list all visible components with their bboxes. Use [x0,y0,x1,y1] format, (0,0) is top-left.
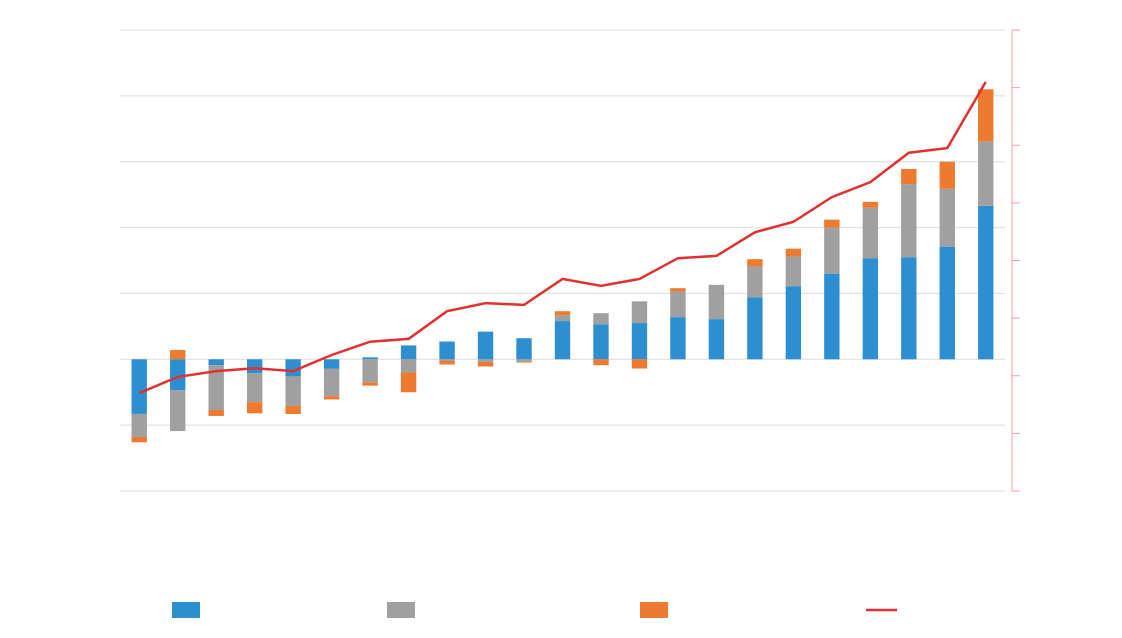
bar-segment [862,207,879,259]
bar-segment [824,273,840,360]
bar-segment [824,219,840,228]
bar-segment [170,350,186,360]
bar-segment [901,184,917,258]
bar-segment [631,359,648,369]
bar-segment [246,373,263,403]
bar-segment [477,361,494,367]
bar-segment [785,256,802,287]
bar-segment [747,259,763,267]
bar-segment [362,382,378,386]
bar-segment [439,360,455,365]
bar-segment [439,341,455,360]
legend-swatch [387,602,415,618]
bar-segment [631,323,648,360]
bar-segment [593,359,609,366]
bar-segment [747,297,763,360]
line-series [138,81,987,395]
bar-segment [477,359,494,362]
bar-segment [862,258,879,360]
bar-segment [670,317,686,360]
bar-segment [362,357,378,360]
bar-segment [670,288,686,292]
bar-segment [593,324,609,360]
bar-segment [400,345,417,360]
bar-segment [593,313,609,325]
bar-segment [708,319,725,360]
bar-segment [208,365,224,410]
bar-segment [439,359,455,361]
bar-segment [978,205,994,360]
bar-segment [554,321,571,360]
bar-segment [862,201,879,208]
bar-segment [939,246,955,360]
bar-segment [131,413,147,437]
bar-segment [477,331,494,360]
bar-segment [554,315,571,322]
bar-segment [400,372,417,393]
bar-segment [323,359,340,369]
bar-segment [208,409,224,416]
bar-segment [978,141,994,206]
bar-segment [901,257,917,360]
bar-segment [978,89,994,142]
bar-segment [170,390,186,432]
bar-segment [516,338,532,360]
bar-segment [516,361,532,363]
bar-segment [708,284,725,320]
bar-segment [323,396,340,400]
bar-segment [670,291,686,318]
bar-segment [901,168,917,185]
bar-segment [208,359,224,366]
bar-segment [131,436,147,443]
bar-segment [246,359,263,374]
bar-segment [246,402,263,414]
bar-segment [400,359,417,373]
bar-segment [516,359,532,362]
bar-segment [785,248,802,257]
bar-segment [131,359,147,414]
bar-segment [285,359,301,377]
bar-segment [285,406,301,414]
bar-segment [554,311,571,316]
legend-swatch [172,602,200,618]
bar-segment [323,368,340,397]
bar-segment [939,161,955,189]
bar-segment [170,359,186,391]
legend-swatch [640,602,668,618]
bar-segment [285,376,301,407]
bar-segment [747,266,763,298]
bar-segment [785,286,802,360]
bar-segment [824,227,840,274]
bar-segment [631,301,648,324]
bar-segment [362,359,378,383]
bar-segment [939,188,955,247]
